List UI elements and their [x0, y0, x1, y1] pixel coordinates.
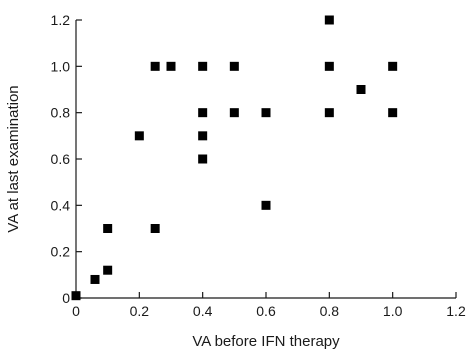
x-tick-label: 0 — [72, 303, 80, 319]
y-ticks: 0 0.2 0.4 0.6 0.8 1.0 1.2 — [51, 12, 82, 306]
data-point — [198, 108, 208, 118]
y-tick-label: 0.6 — [51, 151, 71, 167]
x-tick-label: 0.6 — [256, 303, 276, 319]
data-point — [261, 200, 271, 210]
data-point — [388, 108, 398, 118]
y-axis-title: VA at last examination — [5, 85, 22, 232]
data-point — [90, 274, 100, 284]
y-tick-label: 0.2 — [51, 244, 71, 260]
x-tick-label: 0.8 — [320, 303, 340, 319]
y-tick-label: 0 — [62, 290, 70, 306]
data-point — [134, 131, 144, 141]
x-tick-label: 0.2 — [130, 303, 150, 319]
x-tick-label: 1.0 — [383, 303, 403, 319]
data-point — [103, 224, 113, 233]
data-point — [324, 61, 334, 71]
data-point — [229, 61, 239, 71]
x-ticks: 0 0.2 0.4 0.6 0.8 1.0 1.2 — [72, 292, 466, 319]
y-tick-label: 0.4 — [51, 197, 71, 213]
data-point — [261, 108, 271, 118]
data-point — [388, 61, 398, 71]
data-point — [198, 61, 208, 71]
x-tick-label: 0.4 — [193, 303, 213, 319]
x-axis-title: VA before IFN therapy — [192, 333, 340, 350]
data-point — [150, 224, 160, 233]
data-point — [71, 291, 81, 301]
data-point — [324, 15, 334, 25]
data-point — [103, 265, 113, 275]
data-point — [229, 108, 239, 118]
y-tick-label: 1.2 — [51, 12, 71, 28]
data-point — [198, 154, 208, 164]
data-point — [324, 108, 334, 118]
axes — [75, 20, 456, 299]
data-point — [198, 131, 208, 141]
data-point — [356, 85, 366, 94]
x-tick-label: 1.2 — [446, 303, 466, 319]
data-point — [166, 61, 176, 71]
data-points — [71, 15, 398, 301]
y-tick-label: 0.8 — [51, 105, 71, 121]
y-tick-label: 1.0 — [51, 58, 71, 74]
data-point — [150, 61, 160, 71]
